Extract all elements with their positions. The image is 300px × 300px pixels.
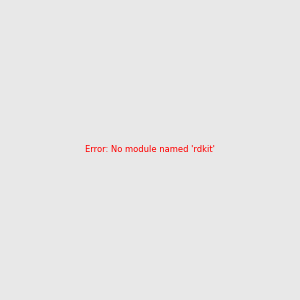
Text: Error: No module named 'rdkit': Error: No module named 'rdkit'	[85, 146, 215, 154]
